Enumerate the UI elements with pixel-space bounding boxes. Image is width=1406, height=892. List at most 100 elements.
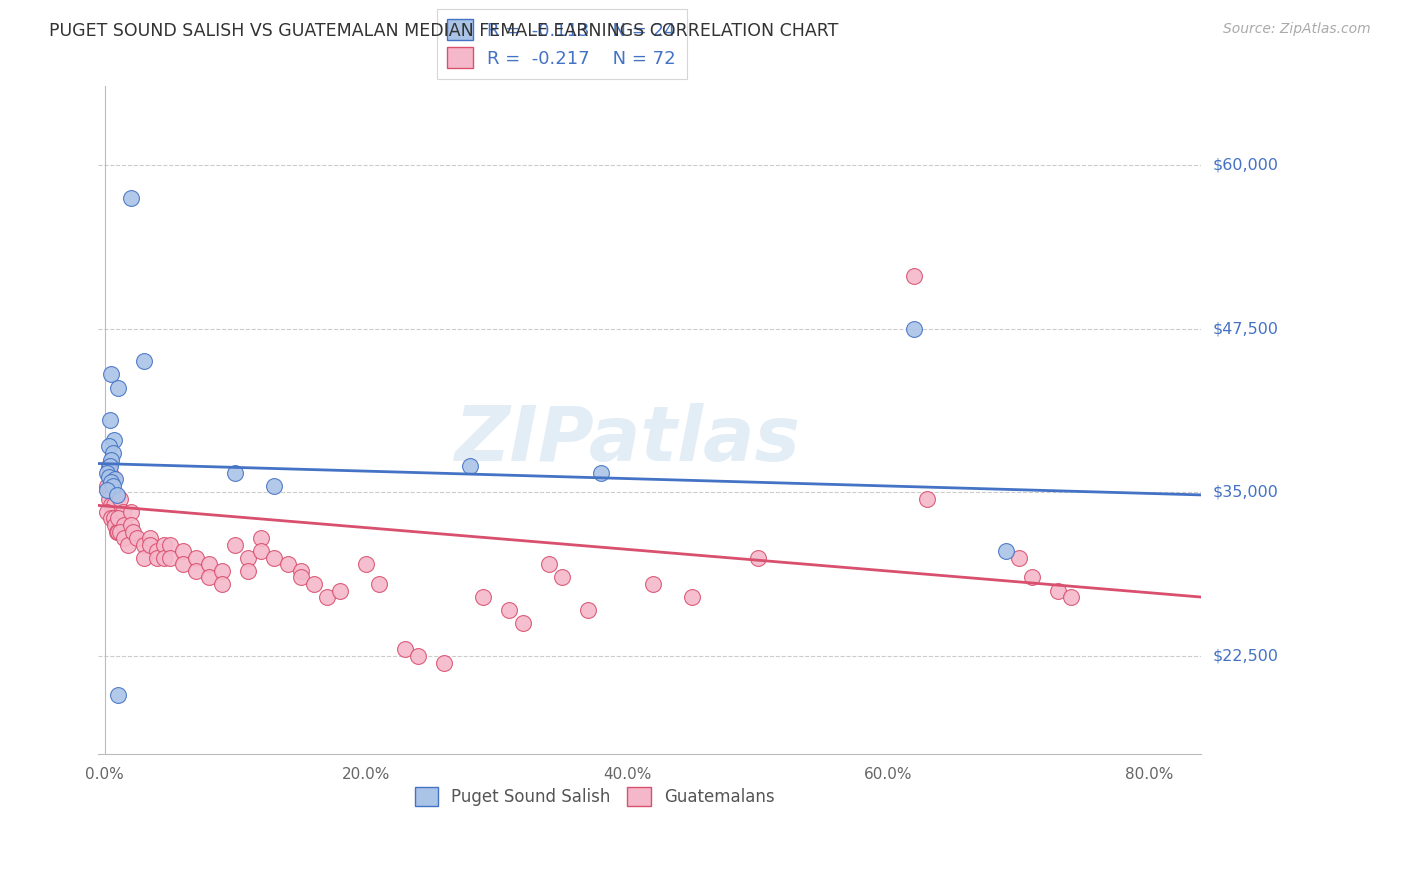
Point <box>152 538 174 552</box>
Point <box>104 472 127 486</box>
Point <box>277 558 299 572</box>
Point <box>146 550 169 565</box>
Point <box>589 466 612 480</box>
Point <box>263 479 285 493</box>
Point <box>101 472 124 486</box>
Point <box>238 550 260 565</box>
Point <box>110 524 132 539</box>
Point <box>250 544 273 558</box>
Legend: Puget Sound Salish, Guatemalans: Puget Sound Salish, Guatemalans <box>408 780 782 813</box>
Point <box>406 648 429 663</box>
Point <box>354 558 377 572</box>
Point <box>498 603 520 617</box>
Point <box>101 446 124 460</box>
Text: $47,500: $47,500 <box>1212 321 1278 336</box>
Text: PUGET SOUND SALISH VS GUATEMALAN MEDIAN FEMALE EARNINGS CORRELATION CHART: PUGET SOUND SALISH VS GUATEMALAN MEDIAN … <box>49 22 838 40</box>
Point <box>139 531 162 545</box>
Point <box>368 577 391 591</box>
Point <box>132 550 155 565</box>
Point <box>100 472 122 486</box>
Point <box>120 191 142 205</box>
Point <box>172 544 194 558</box>
Point <box>100 511 122 525</box>
Point <box>903 321 925 335</box>
Point <box>1046 583 1069 598</box>
Point <box>112 531 135 545</box>
Point <box>315 590 337 604</box>
Point <box>132 538 155 552</box>
Point <box>290 564 312 578</box>
Point <box>127 531 149 545</box>
Point <box>159 538 181 552</box>
Point <box>120 518 142 533</box>
Point <box>915 491 938 506</box>
Point <box>458 459 481 474</box>
Point <box>110 491 132 506</box>
Point <box>329 583 352 598</box>
Point <box>433 656 456 670</box>
Point <box>117 538 139 552</box>
Point <box>97 459 120 474</box>
Point <box>103 511 125 525</box>
Point <box>1021 570 1043 584</box>
Point <box>96 483 118 497</box>
Point <box>211 564 233 578</box>
Point <box>550 570 572 584</box>
Point <box>211 577 233 591</box>
Point <box>172 558 194 572</box>
Point <box>290 570 312 584</box>
Point <box>96 505 118 519</box>
Point <box>122 524 145 539</box>
Point <box>98 485 121 500</box>
Point <box>1007 550 1029 565</box>
Point <box>198 570 221 584</box>
Point <box>100 475 122 489</box>
Point <box>537 558 560 572</box>
Point <box>105 488 128 502</box>
Point <box>101 479 124 493</box>
Point <box>96 479 118 493</box>
Point <box>101 485 124 500</box>
Point <box>105 524 128 539</box>
Point <box>903 269 925 284</box>
Point <box>146 544 169 558</box>
Point <box>1060 590 1083 604</box>
Point <box>96 466 118 480</box>
Point <box>112 518 135 533</box>
Point <box>107 380 129 394</box>
Point <box>224 466 246 480</box>
Point <box>186 550 208 565</box>
Point <box>107 511 129 525</box>
Point <box>103 433 125 447</box>
Point <box>112 505 135 519</box>
Point <box>186 564 208 578</box>
Point <box>152 550 174 565</box>
Point <box>250 531 273 545</box>
Point <box>159 550 181 565</box>
Point <box>224 538 246 552</box>
Point <box>107 688 129 702</box>
Point <box>302 577 325 591</box>
Point <box>681 590 703 604</box>
Text: Source: ZipAtlas.com: Source: ZipAtlas.com <box>1223 22 1371 37</box>
Point <box>132 354 155 368</box>
Point <box>100 499 122 513</box>
Point <box>238 564 260 578</box>
Point <box>747 550 769 565</box>
Point <box>97 440 120 454</box>
Point <box>641 577 664 591</box>
Point <box>98 459 121 474</box>
Point <box>100 368 122 382</box>
Point <box>576 603 599 617</box>
Point <box>100 452 122 467</box>
Point <box>120 505 142 519</box>
Text: $22,500: $22,500 <box>1212 648 1278 664</box>
Point <box>97 469 120 483</box>
Point <box>512 616 534 631</box>
Point <box>103 499 125 513</box>
Point <box>98 466 121 480</box>
Point <box>198 558 221 572</box>
Point <box>994 544 1017 558</box>
Point <box>98 413 121 427</box>
Point <box>394 642 416 657</box>
